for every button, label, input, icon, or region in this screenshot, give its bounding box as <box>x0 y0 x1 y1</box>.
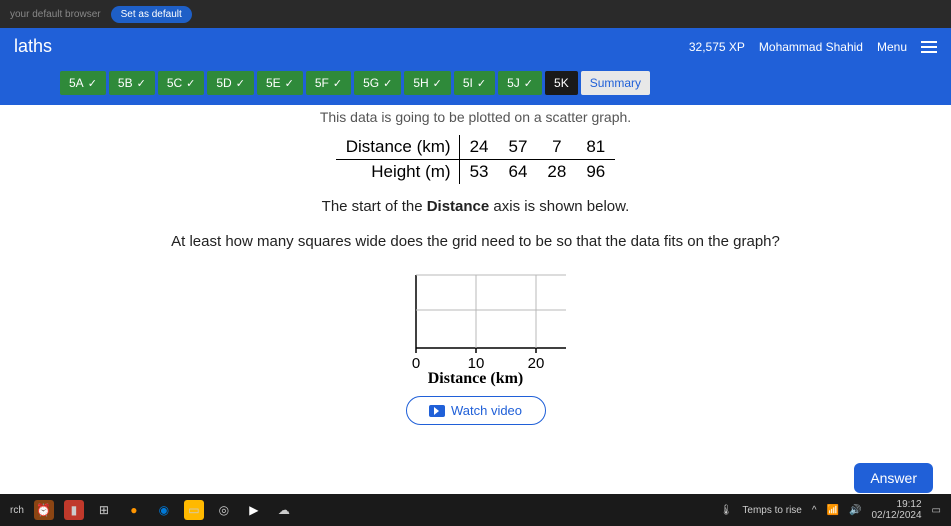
row-label: Height (m) <box>336 160 459 185</box>
check-icon: ✓ <box>383 77 392 90</box>
cell: 24 <box>459 135 498 160</box>
explorer-icon[interactable]: ▭ <box>184 500 204 520</box>
tab-5h[interactable]: 5H✓ <box>404 71 451 95</box>
tab-5j[interactable]: 5J✓ <box>498 71 542 95</box>
check-icon: ✓ <box>236 77 245 90</box>
grid-svg: 0 10 20 <box>376 270 576 370</box>
weather-text[interactable]: Temps to rise <box>742 505 801 516</box>
check-icon: ✓ <box>333 77 342 90</box>
header-right: 32,575 XP Mohammad Shahid Menu <box>689 40 937 54</box>
thermometer-icon: 🌡 <box>720 505 733 516</box>
chrome-icon[interactable]: ◎ <box>214 500 234 520</box>
check-icon: ✓ <box>186 77 195 90</box>
check-icon: ✓ <box>524 77 533 90</box>
check-icon: ✓ <box>88 77 97 90</box>
tab-5i[interactable]: 5I✓ <box>454 71 495 95</box>
user-name: Mohammad Shahid <box>759 40 863 54</box>
progress-tabs: 5A✓ 5B✓ 5C✓ 5D✓ 5E✓ 5F✓ 5G✓ 5H✓ 5I✓ 5J✓ … <box>0 65 951 105</box>
tray-chevron-icon[interactable]: ^ <box>812 505 817 516</box>
app-title: laths <box>14 36 52 57</box>
tab-5c[interactable]: 5C✓ <box>158 71 205 95</box>
notifications-icon[interactable]: ▭ <box>932 505 941 516</box>
table-row: Height (m) 53 64 28 96 <box>336 160 616 185</box>
browser-notification-bar: your default browser Set as default <box>0 0 951 28</box>
tab-5k[interactable]: 5K <box>545 71 578 95</box>
check-icon: ✓ <box>433 77 442 90</box>
xp-count: 32,575 XP <box>689 40 745 54</box>
task-view-icon[interactable]: ⊞ <box>94 500 114 520</box>
tab-5e[interactable]: 5E✓ <box>257 71 303 95</box>
cell: 7 <box>537 135 576 160</box>
data-table: Distance (km) 24 57 7 81 Height (m) 53 6… <box>336 135 616 184</box>
wifi-icon[interactable]: 📶 <box>827 505 839 516</box>
taskbar-left: rch ⏰ ▮ ⊞ ● ◉ ▭ ◎ ▶ ☁ <box>10 500 294 520</box>
taskbar-right: 🌡 Temps to rise ^ 📶 🔊 19:12 02/12/2024 ▭ <box>720 499 941 521</box>
tab-5d[interactable]: 5D✓ <box>207 71 254 95</box>
app-icon[interactable]: ▮ <box>64 500 84 520</box>
cell: 96 <box>576 160 615 185</box>
steam-icon[interactable]: ☁ <box>274 500 294 520</box>
hamburger-icon[interactable] <box>921 41 937 53</box>
axis-graph: 0 10 20 Distance (km) <box>376 270 576 388</box>
check-icon: ✓ <box>137 77 146 90</box>
cell: 81 <box>576 135 615 160</box>
cell: 64 <box>499 160 538 185</box>
tick-1: 10 <box>467 355 484 370</box>
tab-5g[interactable]: 5G✓ <box>354 71 401 95</box>
question-line-2: At least how many squares wide does the … <box>20 233 931 250</box>
watch-video-button[interactable]: Watch video <box>406 396 546 425</box>
play-icon[interactable]: ▶ <box>244 500 264 520</box>
volume-icon[interactable]: 🔊 <box>849 505 861 516</box>
video-icon <box>429 405 445 417</box>
cell: 28 <box>537 160 576 185</box>
axis-label: Distance (km) <box>376 370 576 388</box>
check-icon: ✓ <box>477 77 486 90</box>
set-default-button[interactable]: Set as default <box>111 6 192 23</box>
table-row: Distance (km) 24 57 7 81 <box>336 135 616 160</box>
row-label: Distance (km) <box>336 135 459 160</box>
windows-taskbar: rch ⏰ ▮ ⊞ ● ◉ ▭ ◎ ▶ ☁ 🌡 Temps to rise ^ … <box>0 494 951 526</box>
intro-text: This data is going to be plotted on a sc… <box>20 109 931 125</box>
answer-button[interactable]: Answer <box>854 463 933 493</box>
firefox-icon[interactable]: ● <box>124 500 144 520</box>
question-content: This data is going to be plotted on a sc… <box>0 105 951 505</box>
menu-label[interactable]: Menu <box>877 40 907 54</box>
cell: 57 <box>499 135 538 160</box>
tab-5b[interactable]: 5B✓ <box>109 71 155 95</box>
watch-video-label: Watch video <box>451 403 522 418</box>
clock-icon[interactable]: ⏰ <box>34 500 54 520</box>
tab-5f[interactable]: 5F✓ <box>306 71 351 95</box>
tab-5a[interactable]: 5A✓ <box>60 71 106 95</box>
check-icon: ✓ <box>285 77 294 90</box>
default-browser-text: your default browser <box>10 9 101 20</box>
app-header: laths 32,575 XP Mohammad Shahid Menu <box>0 28 951 65</box>
edge-icon[interactable]: ◉ <box>154 500 174 520</box>
tick-2: 20 <box>527 355 544 370</box>
question-line-1: The start of the Distance axis is shown … <box>20 198 931 215</box>
tick-0: 0 <box>411 355 419 370</box>
search-text[interactable]: rch <box>10 505 24 516</box>
clock[interactable]: 19:12 02/12/2024 <box>871 499 921 521</box>
tab-summary[interactable]: Summary <box>581 71 650 95</box>
cell: 53 <box>459 160 498 185</box>
